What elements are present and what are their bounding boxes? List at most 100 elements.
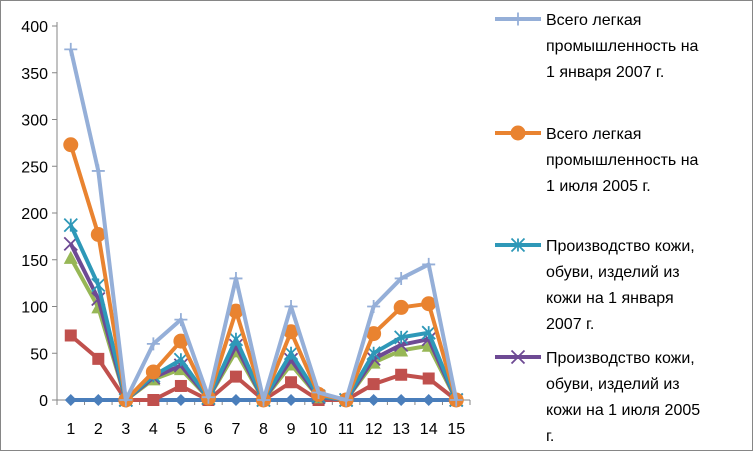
x-tick-label: 14 <box>420 421 438 438</box>
data-point <box>146 337 160 351</box>
square-marker <box>422 372 435 385</box>
diamond-marker <box>285 394 298 406</box>
data-point <box>174 394 187 406</box>
x-tick-label: 10 <box>310 421 328 438</box>
star-marker <box>91 277 106 293</box>
data-point <box>421 325 436 340</box>
data-point <box>174 379 187 392</box>
y-tick-label: 400 <box>21 19 48 36</box>
star-marker <box>63 218 78 233</box>
data-point <box>228 332 244 347</box>
square-marker <box>229 370 242 383</box>
triangle-marker <box>394 343 409 357</box>
data-point <box>285 394 298 406</box>
diamond-marker <box>367 394 380 406</box>
y-tick-label: 300 <box>21 113 48 130</box>
plus-marker <box>339 393 353 407</box>
data-point <box>367 300 381 313</box>
plus-marker <box>367 300 381 313</box>
triangle-marker <box>63 250 78 264</box>
legend-label: обуви, изделий из <box>546 376 680 393</box>
x-tick-label: 13 <box>392 421 410 438</box>
plus-marker <box>312 386 326 400</box>
legend-marker <box>511 12 525 26</box>
legend-entry-2: Всего легкая промышленность на 1 июля 2005… <box>495 125 699 195</box>
data-point <box>174 313 188 327</box>
star-marker <box>173 352 189 367</box>
legend-marker <box>510 349 526 365</box>
y-tick-label: 50 <box>30 346 48 363</box>
series-1 <box>64 42 463 407</box>
legend-entry-4: Производство кожи, обуви, изделий из кожи … <box>495 349 700 445</box>
data-point <box>421 296 437 312</box>
diamond-marker <box>395 394 408 406</box>
x-tick-label: 8 <box>259 421 268 438</box>
plus-marker <box>174 313 188 327</box>
y-tick-label: 350 <box>21 66 48 83</box>
legend-marker <box>510 125 526 141</box>
legend-marker <box>510 237 526 253</box>
data-point <box>91 164 105 178</box>
y-tick-label: 150 <box>21 253 48 270</box>
data-point <box>422 372 435 385</box>
plus-marker <box>64 42 78 56</box>
plus-marker <box>511 12 525 26</box>
data-point <box>145 364 161 380</box>
x-tick-label: 11 <box>338 421 355 438</box>
legend-label: Производство кожи, <box>546 350 695 367</box>
data-point <box>422 257 436 271</box>
diamond-marker <box>422 394 435 406</box>
x-tick-label: 3 <box>121 421 130 438</box>
legend-label: 1 июля 2005 г. <box>546 178 651 195</box>
data-point <box>257 393 270 407</box>
data-point <box>394 271 408 285</box>
diamond-marker <box>229 394 242 406</box>
x-marker <box>510 349 526 365</box>
y-tick-label: 0 <box>39 393 48 410</box>
data-point <box>92 394 105 406</box>
legend-label: промышленность на <box>546 152 699 169</box>
square-marker <box>285 376 298 389</box>
legend-entry-1: Всего легкая промышленность на 1 января 20… <box>495 12 699 81</box>
data-point <box>393 299 409 315</box>
x-tick-label: 7 <box>232 421 241 438</box>
series-line <box>68 144 459 402</box>
data-point <box>312 386 326 400</box>
data-point <box>201 390 215 404</box>
star-marker <box>228 332 244 347</box>
legend-label: Всего легкая <box>546 126 641 143</box>
chart-series <box>63 42 464 408</box>
star-marker <box>510 237 526 253</box>
data-point <box>395 394 408 406</box>
data-point <box>91 277 106 293</box>
data-point <box>229 271 243 285</box>
legend-label: кожи на 1 июля 2005 <box>546 402 700 419</box>
legend-label: 1 января 2007 г. <box>546 64 664 81</box>
square-marker <box>174 379 187 392</box>
data-point <box>64 329 77 342</box>
legend-label: г. <box>546 428 554 445</box>
x-tick-label: 15 <box>447 421 465 438</box>
square-marker <box>395 368 408 381</box>
circle-marker <box>63 137 79 153</box>
legend-label: Всего легкая <box>546 12 641 29</box>
data-point <box>395 368 408 381</box>
plus-marker <box>146 337 160 351</box>
y-tick-label: 100 <box>21 300 48 317</box>
x-marker <box>63 236 78 251</box>
circle-marker <box>90 227 106 243</box>
legend-label: Производство кожи, <box>546 238 695 255</box>
legend-label: промышленность на <box>546 38 699 55</box>
data-point <box>64 394 77 406</box>
square-marker <box>64 329 77 342</box>
legend-label: обуви, изделий из <box>546 264 680 281</box>
data-point <box>90 227 106 243</box>
data-point <box>63 236 78 251</box>
x-tick-label: 6 <box>204 421 213 438</box>
y-tick-label: 200 <box>21 206 48 223</box>
legend-label: кожи на 1 января <box>546 290 674 307</box>
data-point <box>367 378 380 391</box>
data-point <box>63 250 78 264</box>
plus-marker <box>394 271 408 285</box>
